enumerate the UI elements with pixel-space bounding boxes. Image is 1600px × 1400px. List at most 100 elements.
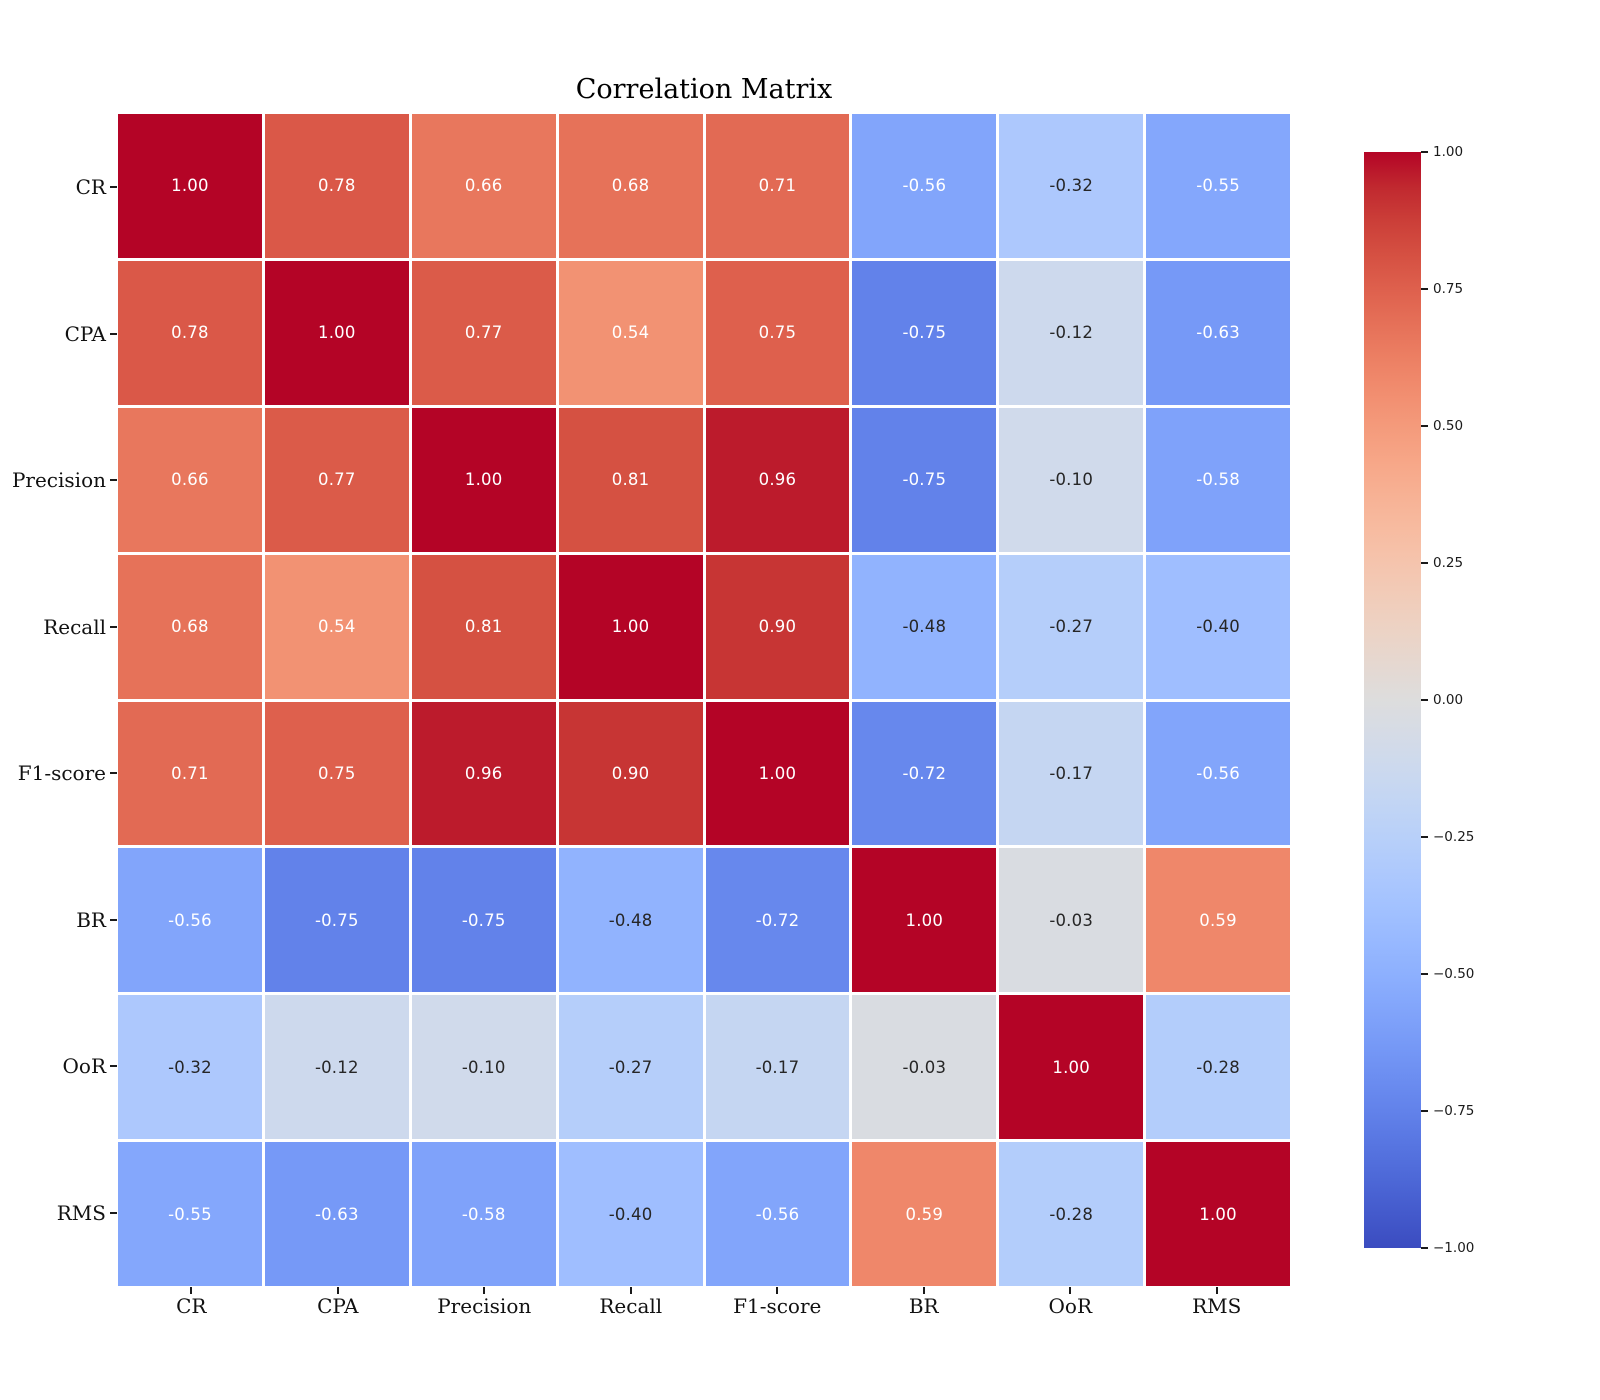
- x-tick-label-CR: CR: [176, 1294, 207, 1318]
- heatmap-cell-Precision-BR: -0.75: [852, 407, 997, 552]
- y-tick-label-OoR: OoR: [62, 1054, 107, 1079]
- heatmap-cell-Recall-RMS: -0.40: [1146, 554, 1290, 699]
- colorbar-tick-label: −0.50: [1433, 966, 1475, 982]
- heatmap-cell-F1-score-Recall: 0.90: [558, 701, 703, 846]
- heatmap-cell-RMS-BR: 0.59: [852, 1142, 997, 1286]
- heatmap-cell-OoR-OoR: 1.00: [999, 995, 1144, 1140]
- heatmap-cell-F1-score-F1-score: 1.00: [705, 701, 850, 846]
- heatmap-cell-OoR-F1-score: -0.17: [705, 995, 850, 1140]
- colorbar-tick-label: 0.50: [1433, 418, 1464, 434]
- heatmap-cell-F1-score-Precision: 0.96: [411, 701, 556, 846]
- x-tick-mark: [336, 1287, 339, 1294]
- y-tick-label-Recall: Recall: [43, 614, 106, 639]
- heatmap-cell-F1-score-BR: -0.72: [852, 701, 997, 846]
- chart-title: Correlation Matrix: [575, 74, 833, 105]
- heatmap-cell-CPA-Recall: 0.54: [558, 260, 703, 405]
- heatmap-cell-CR-Recall: 0.68: [558, 114, 703, 258]
- heatmap-cell-Precision-F1-score: 0.96: [705, 407, 850, 552]
- colorbar-tick-label: 0.25: [1433, 555, 1464, 571]
- heatmap-cell-OoR-Precision: -0.10: [411, 995, 556, 1140]
- heatmap-cell-OoR-RMS: -0.28: [1146, 995, 1290, 1140]
- y-tick-label-RMS: RMS: [56, 1200, 106, 1225]
- y-tick-mark: [110, 332, 117, 335]
- colorbar-tick-mark: [1421, 1247, 1428, 1249]
- heatmap-cell-BR-RMS: 0.59: [1146, 848, 1290, 993]
- heatmap-cell-F1-score-RMS: -0.56: [1146, 701, 1290, 846]
- colorbar-tick-mark: [1421, 425, 1428, 427]
- y-tick-mark: [110, 1065, 117, 1068]
- heatmap-cell-BR-OoR: -0.03: [999, 848, 1144, 993]
- colorbar-tick-label: 0.75: [1433, 281, 1464, 297]
- colorbar-tick-mark: [1421, 836, 1428, 838]
- heatmap-cell-Recall-BR: -0.48: [852, 554, 997, 699]
- colorbar-tick-mark: [1421, 562, 1428, 564]
- y-tick-label-Precision: Precision: [11, 468, 106, 493]
- y-tick-label-F1-score: F1-score: [17, 761, 106, 786]
- x-tick-label-F1-score: F1-score: [733, 1294, 822, 1318]
- heatmap-cell-BR-F1-score: -0.72: [705, 848, 850, 993]
- heatmap-cell-BR-Precision: -0.75: [411, 848, 556, 993]
- x-tick-label-Precision: Precision: [437, 1294, 532, 1318]
- colorbar-tick-mark: [1421, 288, 1428, 290]
- heatmap-cell-OoR-Recall: -0.27: [558, 995, 703, 1140]
- x-tick-mark: [190, 1287, 193, 1294]
- x-tick-label-BR: BR: [908, 1294, 939, 1318]
- x-tick-mark: [483, 1287, 486, 1294]
- heatmap: 1.00 0.78 0.66 0.68 0.71 -0.56 -0.32 -0.55 0.78 1…: [118, 114, 1290, 1286]
- x-tick-label-CPA: CPA: [317, 1294, 359, 1318]
- heatmap-cell-CPA-CR: 0.78: [118, 260, 262, 405]
- y-tick-mark: [110, 625, 117, 628]
- heatmap-cell-OoR-CR: -0.32: [118, 995, 262, 1140]
- heatmap-cell-F1-score-CR: 0.71: [118, 701, 262, 846]
- x-tick-mark: [922, 1287, 925, 1294]
- x-tick-mark: [776, 1287, 779, 1294]
- heatmap-cell-CR-RMS: -0.55: [1146, 114, 1290, 258]
- colorbar-tick-label: 1.00: [1433, 144, 1464, 160]
- colorbar-tick-label: 0.00: [1433, 692, 1464, 708]
- heatmap-cell-Recall-OoR: -0.27: [999, 554, 1144, 699]
- heatmap-cell-Recall-Recall: 1.00: [558, 554, 703, 699]
- heatmap-cell-Recall-CR: 0.68: [118, 554, 262, 699]
- heatmap-cell-RMS-CPA: -0.63: [264, 1142, 409, 1286]
- x-tick-mark: [1215, 1287, 1218, 1294]
- colorbar: [1364, 152, 1421, 1248]
- colorbar-tick-mark: [1421, 973, 1428, 975]
- heatmap-cell-RMS-Recall: -0.40: [558, 1142, 703, 1286]
- x-tick-label-Recall: Recall: [599, 1294, 663, 1318]
- y-tick-label-CPA: CPA: [64, 321, 106, 346]
- heatmap-cell-CPA-RMS: -0.63: [1146, 260, 1290, 405]
- heatmap-cell-CPA-BR: -0.75: [852, 260, 997, 405]
- heatmap-cell-BR-BR: 1.00: [852, 848, 997, 993]
- colorbar-tick-mark: [1421, 699, 1428, 701]
- heatmap-cell-RMS-F1-score: -0.56: [705, 1142, 850, 1286]
- heatmap-cell-Precision-Precision: 1.00: [411, 407, 556, 552]
- heatmap-cell-RMS-OoR: -0.28: [999, 1142, 1144, 1286]
- y-tick-label-BR: BR: [76, 907, 106, 932]
- x-tick-mark: [629, 1287, 632, 1294]
- heatmap-cell-Recall-CPA: 0.54: [264, 554, 409, 699]
- heatmap-cell-Precision-OoR: -0.10: [999, 407, 1144, 552]
- heatmap-cell-CPA-CPA: 1.00: [264, 260, 409, 405]
- x-tick-mark: [1069, 1287, 1072, 1294]
- heatmap-cell-Precision-CR: 0.66: [118, 407, 262, 552]
- heatmap-cell-BR-CR: -0.56: [118, 848, 262, 993]
- heatmap-cell-CR-BR: -0.56: [852, 114, 997, 258]
- heatmap-cell-CR-CR: 1.00: [118, 114, 262, 258]
- heatmap-cell-CPA-OoR: -0.12: [999, 260, 1144, 405]
- y-tick-mark: [110, 772, 117, 775]
- heatmap-cell-RMS-CR: -0.55: [118, 1142, 262, 1286]
- heatmap-cell-Precision-CPA: 0.77: [264, 407, 409, 552]
- x-tick-label-RMS: RMS: [1192, 1294, 1242, 1318]
- heatmap-cell-Recall-F1-score: 0.90: [705, 554, 850, 699]
- heatmap-cell-CPA-F1-score: 0.75: [705, 260, 850, 405]
- y-tick-mark: [110, 479, 117, 482]
- heatmap-cell-Recall-Precision: 0.81: [411, 554, 556, 699]
- heatmap-cell-CPA-Precision: 0.77: [411, 260, 556, 405]
- colorbar-tick-label: −0.75: [1433, 1103, 1475, 1119]
- y-tick-label-CR: CR: [75, 175, 106, 200]
- y-tick-mark: [110, 1211, 117, 1214]
- colorbar-tick-label: −1.00: [1433, 1240, 1475, 1256]
- heatmap-cell-F1-score-OoR: -0.17: [999, 701, 1144, 846]
- heatmap-cell-OoR-BR: -0.03: [852, 995, 997, 1140]
